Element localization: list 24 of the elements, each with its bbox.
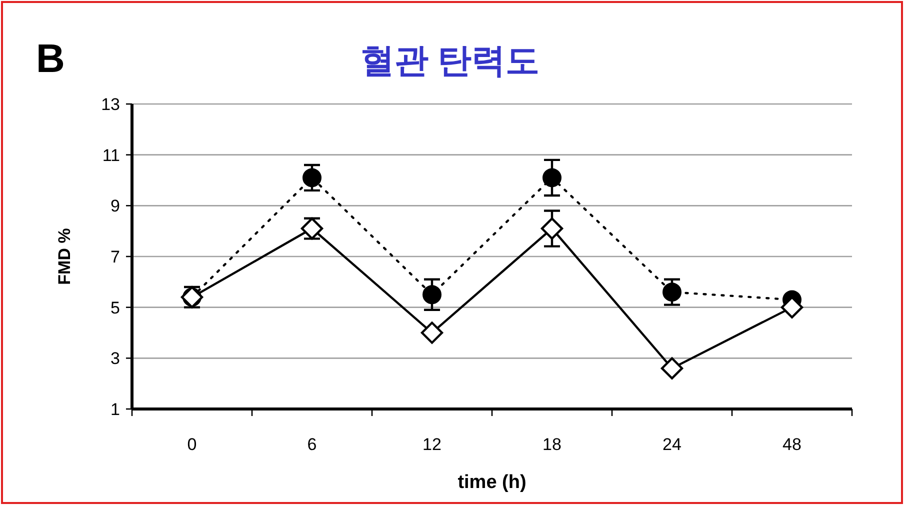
text: B [36,37,65,81]
point [542,168,562,188]
y-tick-label: 11 [102,146,120,165]
y-tick-label: 3 [110,349,120,368]
y-tick-label: 9 [110,196,120,216]
y-axis-title: FMD % [55,228,74,285]
point [540,217,564,240]
point [662,282,682,302]
x-tick-label: 18 [542,435,562,454]
point [422,285,442,304]
y-tick-label: 7 [110,248,120,266]
point [302,168,322,188]
x-tick-label: 0 [187,435,197,454]
y-tick-label: 13 [101,95,120,114]
x-axis-title: time (h) [458,472,526,493]
chart-title: 혈관 탄력도 [360,42,540,80]
x-tick-label: 12 [422,435,442,454]
y-tick-label: 1 [110,400,120,419]
x-tick-label: 6 [307,435,317,454]
y-tick-label: 5 [110,298,120,318]
x-tick-label: 48 [782,435,802,454]
x-tick-label: 24 [662,435,682,454]
point [420,322,444,344]
point [660,357,684,380]
